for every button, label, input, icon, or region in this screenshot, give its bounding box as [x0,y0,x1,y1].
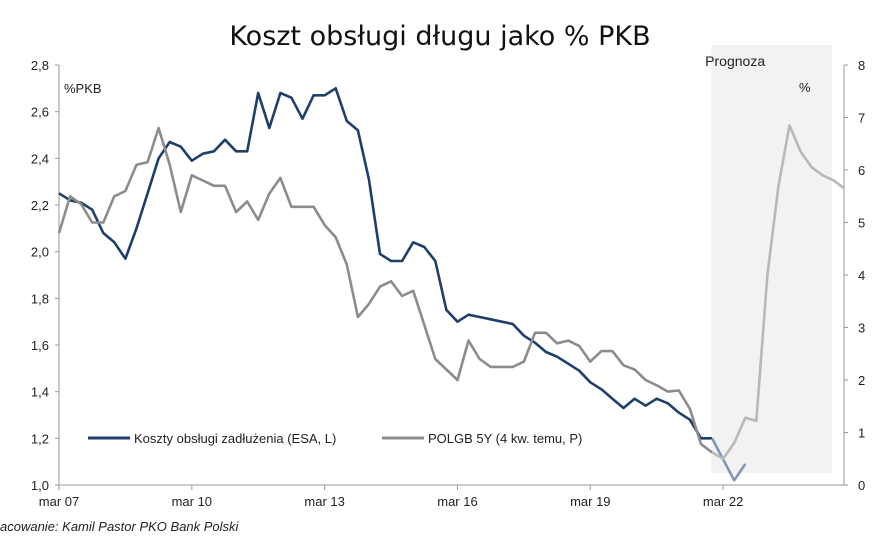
y-left-tick-label: 1,2 [31,431,49,446]
y-left-unit: %PKB [64,81,102,96]
series-line-debt-cost-forecast [710,437,747,482]
y-left-tick-label: 1,6 [31,338,49,353]
y-right-tick-label: 3 [858,321,865,336]
x-tick-label: mar 07 [39,494,79,509]
y-right-tick-label: 1 [858,426,865,441]
x-tick-label: mar 10 [172,494,212,509]
y-left-tick-label: 1,0 [31,478,49,493]
series-line-polgb [57,126,713,454]
legend-label-polgb: POLGB 5Y (4 kw. temu, P) [428,431,582,446]
source-note: acowanie: Kamil Pastor PKO Bank Polski [0,519,239,534]
series-line-polgb-forecast [711,124,845,461]
y-left-tick-label: 2,4 [31,151,49,166]
y-right-tick-label: 5 [858,216,865,231]
y-left-tick-label: 2,8 [31,58,49,73]
y-left-tick-label: 1,8 [31,291,49,306]
y-left-tick-label: 2,6 [31,105,49,120]
x-tick-label: mar 13 [304,494,344,509]
forecast-band [711,45,832,473]
y-right-tick-label: 2 [858,373,865,388]
y-left-ticks: 1,0 1,2 1,4 1,6 1,8 2,0 2,2 2,4 2,6 2,8 [31,58,59,493]
y-right-ticks: 0 1 2 3 4 5 6 7 8 [844,58,865,493]
x-ticks: mar 07 mar 10 mar 13 mar 16 mar 19 mar 22 [39,485,743,509]
chart-title: Koszt obsługi długu jako % PKB [229,21,650,52]
series-line-debt-cost [58,87,713,440]
y-left-tick-label: 1,4 [31,385,49,400]
y-left-tick-label: 2,2 [31,198,49,213]
series-layer [57,87,845,482]
x-tick-label: mar 22 [703,494,743,509]
y-right-unit: % [799,80,811,95]
x-tick-label: mar 19 [570,494,610,509]
y-right-tick-label: 8 [858,58,865,73]
y-right-tick-label: 7 [858,111,865,126]
legend: Koszty obsługi zadłużenia (ESA, L) POLGB… [88,431,582,446]
y-right-tick-label: 6 [858,163,865,178]
y-right-tick-label: 0 [858,478,865,493]
y-right-tick-label: 4 [858,268,865,283]
forecast-label: Prognoza [705,53,765,69]
y-left-tick-label: 2,0 [31,245,49,260]
legend-label-debt-cost: Koszty obsługi zadłużenia (ESA, L) [134,431,336,446]
x-tick-label: mar 16 [437,494,477,509]
